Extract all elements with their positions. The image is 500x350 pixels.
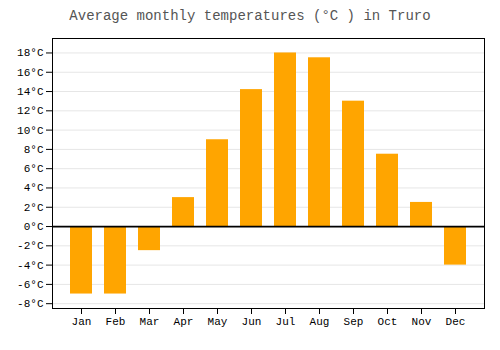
svg-text:0°C: 0°C xyxy=(24,221,44,233)
svg-text:2°C: 2°C xyxy=(24,202,44,214)
svg-text:Dec: Dec xyxy=(446,316,466,328)
svg-text:12°C: 12°C xyxy=(17,105,44,117)
svg-text:Feb: Feb xyxy=(106,316,126,328)
svg-text:8°C: 8°C xyxy=(24,144,44,156)
html-text:Average monthly temperatures (: Average monthly temperatures (°C ) in Tr… xyxy=(69,8,431,24)
svg-text:18°C: 18°C xyxy=(17,47,44,59)
svg-text:-4°C: -4°C xyxy=(17,260,44,272)
svg-text:Jul: Jul xyxy=(276,316,296,328)
svg-text:May: May xyxy=(208,316,228,328)
svg-text:Apr: Apr xyxy=(174,316,194,328)
svg-text:-6°C: -6°C xyxy=(17,279,44,291)
svg-text:6°C: 6°C xyxy=(24,163,44,175)
svg-text:-2°C: -2°C xyxy=(17,240,44,252)
svg-text:Sep: Sep xyxy=(344,316,364,328)
svg-text:Mar: Mar xyxy=(140,316,160,328)
svg-text:Oct: Oct xyxy=(378,316,398,328)
svg-text:4°C: 4°C xyxy=(24,182,44,194)
svg-text:-8°C: -8°C xyxy=(17,298,44,310)
svg-text:10°C: 10°C xyxy=(17,125,44,137)
svg-text:Nov: Nov xyxy=(412,316,432,328)
svg-text:16°C: 16°C xyxy=(17,67,44,79)
svg-text:Jan: Jan xyxy=(72,316,92,328)
svg-text:Aug: Aug xyxy=(310,316,330,328)
svg-text:14°C: 14°C xyxy=(17,86,44,98)
svg-text:Jun: Jun xyxy=(242,316,262,328)
